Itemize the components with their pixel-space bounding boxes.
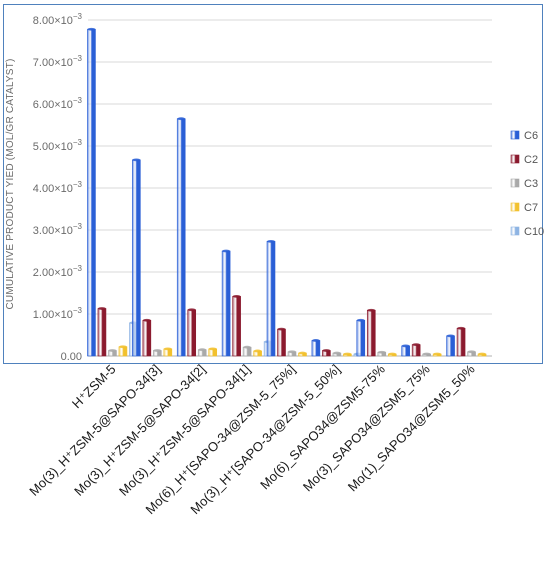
legend-label-c2: C2 <box>524 154 538 166</box>
y-tick-label: 2.00×10−3 <box>33 264 83 279</box>
legend-swatch-c3 <box>510 178 520 188</box>
bar-c6 <box>221 250 231 357</box>
legend-label-c3: C3 <box>524 178 538 190</box>
bar-cap <box>478 352 487 356</box>
bar-c6 <box>311 340 321 357</box>
bar-c6 <box>446 335 455 357</box>
bar-c2 <box>366 309 376 357</box>
y-tick-label: 8.00×10−3 <box>33 12 83 27</box>
bar-cap <box>253 349 262 353</box>
bar-cap <box>433 352 442 356</box>
bar-cap <box>332 351 341 355</box>
bar-c2 <box>142 319 152 357</box>
gridlines <box>88 19 492 315</box>
bar-cap <box>467 350 476 354</box>
bar-cap <box>243 345 252 349</box>
bar-c6 <box>401 345 410 357</box>
bar-cap <box>377 350 386 354</box>
bar-cap <box>222 249 231 253</box>
bar-c6 <box>176 118 186 357</box>
bar-c6 <box>266 241 276 357</box>
bar-c6 <box>87 28 96 357</box>
bar-cap <box>177 117 186 121</box>
chart-frame <box>3 4 543 364</box>
bar-cap <box>87 27 96 31</box>
legend-swatch-c2 <box>510 154 520 164</box>
y-axis-title: CUMULATIVE PRODUCT YIED (MOL/GR CATALYST… <box>5 58 16 309</box>
bar-c2 <box>97 308 107 357</box>
bars <box>87 27 487 357</box>
y-axis-ticks: 0.00 1.00×10−3 2.00×10−3 3.00×10−3 4.00×10−3… <box>33 12 83 363</box>
bar-cap <box>198 348 207 352</box>
legend-label-c7: C7 <box>524 202 538 214</box>
bar-cap <box>97 307 106 310</box>
bar-cap <box>208 347 217 351</box>
y-tick-label: 4.00×10−3 <box>33 180 83 195</box>
legend-swatch-c10 <box>510 226 520 236</box>
bar-cap <box>142 318 151 322</box>
bar-c2 <box>187 309 197 357</box>
bar-cap <box>401 344 410 348</box>
y-tick-label: 5.00×10−3 <box>33 138 83 153</box>
legend-label-c6: C6 <box>524 130 538 142</box>
category-labels: H⁺ZSM-5Mo(3)_H⁺ZSM-5@SAPO-34[3]Mo(3)_H⁺Z… <box>26 361 478 517</box>
bar-c2 <box>277 328 286 357</box>
bar-cap <box>298 351 307 355</box>
bar-cap <box>367 308 376 312</box>
y-tick-label: 7.00×10−3 <box>33 54 83 69</box>
legend-swatch-c6 <box>510 130 520 140</box>
bar-c6 <box>356 319 366 357</box>
bar-cap <box>388 352 397 356</box>
bar-cap <box>163 347 172 351</box>
bar-cap <box>187 308 196 312</box>
y-tick-label: 1.00×10−3 <box>33 306 83 321</box>
y-tick-label: 3.00×10−3 <box>33 222 83 237</box>
bar-cap <box>343 352 352 356</box>
bar-cap <box>322 349 331 352</box>
bar-c6 <box>132 159 141 357</box>
bar-cap <box>267 239 275 243</box>
y-tick-label: 0.00 <box>61 351 82 363</box>
bar-cap <box>356 318 365 322</box>
legend-label-c10: C10 <box>524 226 544 238</box>
bar-cap <box>108 349 117 352</box>
bar-c2 <box>232 296 241 357</box>
bar-cap <box>288 350 296 354</box>
bar-cap <box>412 343 421 347</box>
bar-cap <box>153 349 162 352</box>
bar-cap <box>311 339 320 342</box>
legend-swatch-c7 <box>510 202 520 212</box>
bar-cap <box>232 294 241 298</box>
bar-cap <box>277 327 286 331</box>
bar-c2 <box>456 327 466 357</box>
y-tick-label: 6.00×10−3 <box>33 96 83 111</box>
bar-cap <box>118 345 127 349</box>
bar-cap <box>457 326 466 330</box>
bar-c2 <box>411 344 421 357</box>
bar-cap <box>446 334 455 338</box>
legend: C6 C2 C3 C7 C10 <box>510 130 544 238</box>
bar-cap <box>132 158 141 162</box>
bar-cap <box>422 352 431 356</box>
